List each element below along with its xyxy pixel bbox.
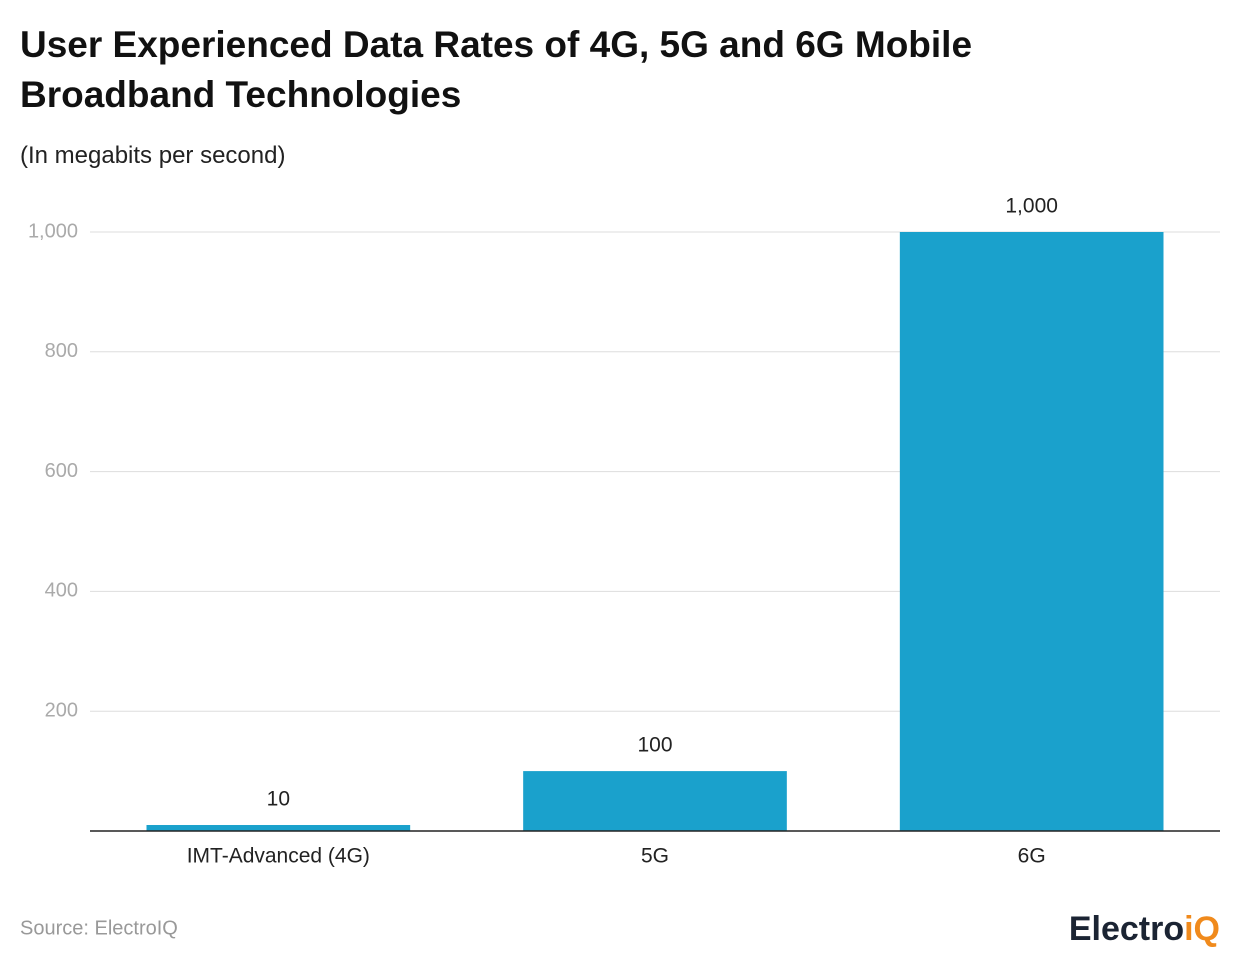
chart-title: User Experienced Data Rates of 4G, 5G an… [20,24,973,115]
x-tick-label: IMT-Advanced (4G) [187,845,370,868]
x-tick-label: 5G [641,845,669,868]
y-tick-label: 400 [45,580,78,602]
y-tick-label: 600 [45,460,78,482]
bar [899,232,1164,831]
logo-accent: iQ [1184,910,1220,948]
logo-main: Electro [1069,910,1184,948]
value-label: 10 [267,788,290,811]
y-tick-label: 1,000 [28,220,78,242]
y-tick-label: 200 [45,699,78,721]
y-tick-label: 800 [45,340,78,362]
value-label: 100 [637,734,672,757]
x-tick-label: 6G [1018,845,1046,868]
bar [523,771,787,831]
chart-subtitle: (In megabits per second) [20,142,286,169]
bar [146,825,411,831]
source: Source: ElectroIQ [20,917,178,939]
logo: ElectroiQ [1069,910,1220,948]
value-label: 1,000 [1005,195,1058,218]
